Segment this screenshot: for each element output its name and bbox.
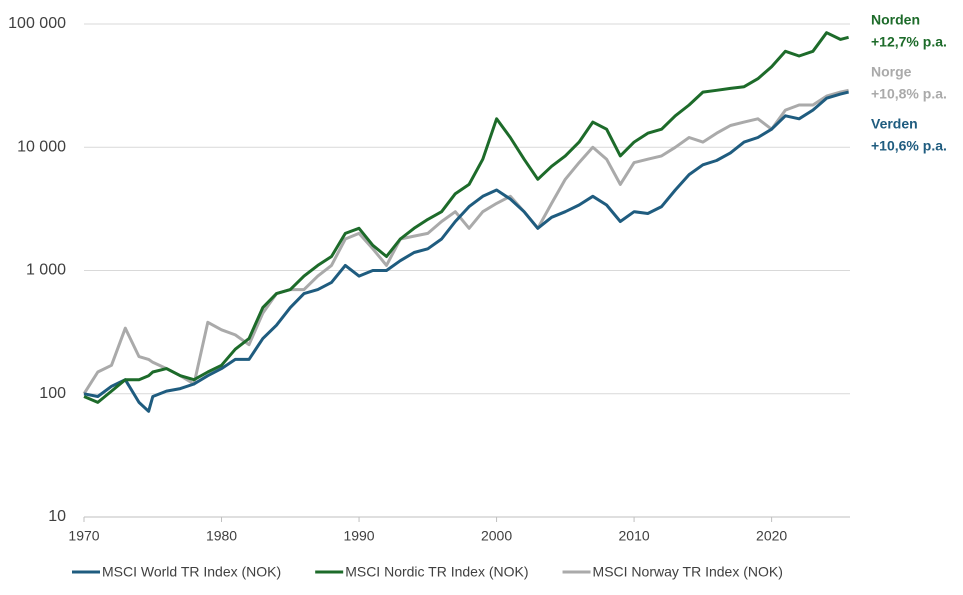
series-line — [83, 90, 849, 413]
x-tick-label: 1990 — [343, 528, 374, 544]
x-tick-label: 2010 — [619, 528, 650, 544]
annotation-name: Verden — [871, 116, 918, 132]
x-tick-label: 1980 — [206, 528, 237, 544]
annotation-name: Norge — [871, 64, 912, 80]
y-tick-label: 100 — [39, 385, 66, 402]
annotation-rate: +10,6% p.a. — [871, 138, 947, 154]
x-tick-label: 1970 — [68, 528, 99, 544]
legend-label: MSCI Nordic TR Index (NOK) — [345, 564, 528, 580]
legend-label: MSCI World TR Index (NOK) — [102, 564, 281, 580]
annotation-rate: +12,7% p.a. — [871, 34, 947, 50]
y-tick-label: 1 000 — [26, 262, 66, 279]
series-line — [83, 31, 849, 404]
annotation-rate: +10,8% p.a. — [871, 86, 947, 102]
legend-label: MSCI Norway TR Index (NOK) — [593, 564, 783, 580]
y-tick-label: 100 000 — [8, 15, 66, 32]
series-line — [82, 88, 849, 395]
annotation-name: Norden — [871, 12, 920, 28]
y-tick-label: 10 000 — [17, 138, 66, 155]
x-tick-label: 2000 — [481, 528, 512, 544]
x-tick-label: 2020 — [756, 528, 787, 544]
y-tick-label: 10 — [48, 508, 66, 525]
